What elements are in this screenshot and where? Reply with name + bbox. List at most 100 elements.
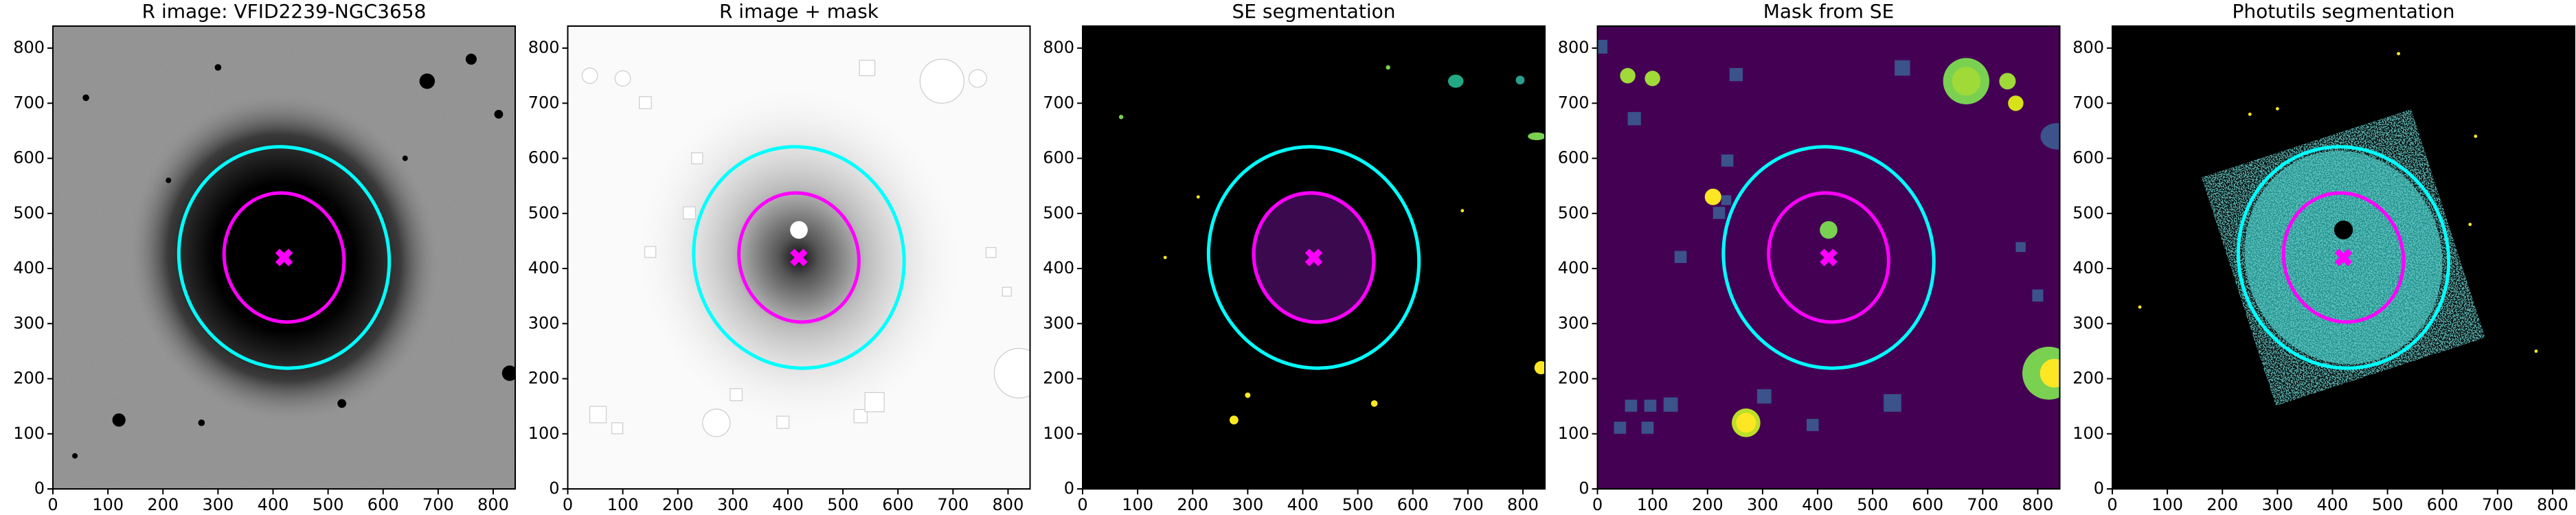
x-tick-label: 600	[2427, 495, 2459, 514]
y-tick-label: 0	[1579, 479, 1589, 498]
panel: Mask from SE 0 100 200 300 400 500 600 700 800 0 10…	[1558, 0, 2061, 514]
y-tick-label: 500	[1558, 203, 1590, 222]
image-content	[1597, 40, 2060, 437]
axes-frame	[1082, 25, 1546, 490]
x-tick-label: 800	[1507, 495, 1539, 514]
x-tick-label: 0	[1077, 495, 1087, 514]
panel: SE segmentation 0 100 200 300 400 500 600 700 800…	[1043, 0, 1546, 514]
x-tick-label: 500	[2372, 495, 2404, 514]
plot-area	[567, 26, 1030, 489]
x-tick-label: 200	[1692, 495, 1724, 514]
y-tick-label: 800	[528, 38, 560, 57]
y-tick-label: 700	[1558, 93, 1590, 112]
y-tick-label: 700	[13, 93, 45, 112]
x-tick-label: 100	[2151, 495, 2183, 514]
y-tick-label: 800	[2072, 38, 2104, 57]
panel-title: R image + mask	[719, 0, 879, 23]
y-tick-label: 200	[13, 369, 45, 388]
image-content	[1118, 65, 1545, 425]
y-tick-label: 500	[13, 203, 45, 222]
y-tick-label: 100	[1558, 424, 1590, 443]
x-tick-label: 700	[2482, 495, 2513, 514]
y-tick-label: 800	[1043, 38, 1074, 57]
y-tick-label: 500	[2072, 203, 2104, 222]
plot-area	[1083, 26, 1545, 489]
x-tick-label: 400	[1287, 495, 1319, 514]
image-layer	[1118, 65, 1545, 425]
y-tick-label: 600	[1043, 148, 1074, 168]
axes-frame	[567, 25, 1031, 490]
y-tick-label: 0	[34, 479, 45, 498]
x-tick-label: 400	[258, 495, 289, 514]
y-tick-label: 300	[1043, 313, 1074, 332]
axes-frame	[52, 25, 516, 490]
image-layer	[2138, 52, 2538, 406]
x-tick-label: 500	[1857, 495, 1888, 514]
x-tick-label: 800	[993, 495, 1024, 514]
y-tick-label: 300	[1558, 313, 1590, 332]
panel-title: R image: VFID2239-NGC3658	[142, 0, 427, 23]
y-tick-label: 700	[1043, 93, 1074, 112]
y-tick-label: 600	[528, 148, 560, 168]
plot-area	[1597, 26, 2060, 489]
x-tick-label: 200	[1177, 495, 1208, 514]
panel: R image: VFID2239-NGC3658 0 100 200 300 400 50…	[13, 0, 516, 514]
x-tick-label: 100	[607, 495, 639, 514]
x-tick-label: 600	[882, 495, 914, 514]
x-tick-label: 200	[147, 495, 179, 514]
y-tick-label: 600	[2072, 148, 2104, 168]
x-tick-label: 800	[2537, 495, 2568, 514]
y-tick-label: 400	[2072, 258, 2104, 277]
x-tick-label: 300	[1232, 495, 1263, 514]
y-tick-label: 200	[1043, 369, 1074, 388]
y-tick-label: 400	[1043, 258, 1074, 277]
y-tick-label: 300	[13, 313, 45, 332]
y-tick-label: 100	[528, 424, 560, 443]
x-tick-label: 600	[1397, 495, 1429, 514]
x-tick-label: 700	[1452, 495, 1484, 514]
y-tick-label: 300	[2072, 313, 2104, 332]
y-tick-label: 400	[13, 258, 45, 277]
y-tick-label: 0	[1064, 479, 1074, 498]
y-tick-label: 0	[2094, 479, 2104, 498]
x-tick-label: 700	[937, 495, 969, 514]
x-tick-label: 700	[422, 495, 454, 514]
x-tick-label: 400	[772, 495, 804, 514]
x-tick-label: 100	[92, 495, 124, 514]
y-tick-label: 400	[1558, 258, 1590, 277]
y-tick-label: 700	[2072, 93, 2104, 112]
image-layer	[53, 26, 515, 489]
x-tick-label: 400	[2317, 495, 2349, 514]
y-tick-label: 800	[1558, 38, 1590, 57]
x-tick-label: 400	[1802, 495, 1833, 514]
y-tick-label: 800	[13, 38, 45, 57]
x-tick-label: 800	[477, 495, 509, 514]
x-tick-label: 500	[1342, 495, 1374, 514]
y-tick-label: 700	[528, 93, 560, 112]
y-tick-label: 300	[528, 313, 560, 332]
y-tick-label: 600	[13, 148, 45, 168]
axes-frame	[1596, 25, 2061, 490]
x-tick-label: 0	[2107, 495, 2117, 514]
axes-frame	[2112, 25, 2575, 490]
x-tick-label: 800	[2022, 495, 2054, 514]
x-tick-label: 300	[1747, 495, 1778, 514]
y-tick-label: 0	[549, 479, 559, 498]
y-tick-label: 600	[1558, 148, 1590, 168]
image-layer	[581, 58, 1030, 437]
x-tick-label: 600	[368, 495, 399, 514]
panel-title: SE segmentation	[1232, 0, 1396, 23]
panel-title: Mask from SE	[1763, 0, 1895, 23]
y-tick-label: 100	[2072, 424, 2104, 443]
x-tick-label: 0	[47, 495, 58, 514]
x-tick-label: 300	[717, 495, 749, 514]
x-tick-label: 300	[202, 495, 234, 514]
y-tick-label: 200	[1558, 369, 1590, 388]
image-layer	[1597, 40, 2060, 437]
x-tick-label: 300	[2261, 495, 2293, 514]
x-tick-label: 200	[2206, 495, 2238, 514]
y-tick-label: 500	[528, 203, 560, 222]
plot-area	[53, 26, 515, 489]
x-tick-label: 500	[827, 495, 859, 514]
x-tick-label: 0	[563, 495, 573, 514]
